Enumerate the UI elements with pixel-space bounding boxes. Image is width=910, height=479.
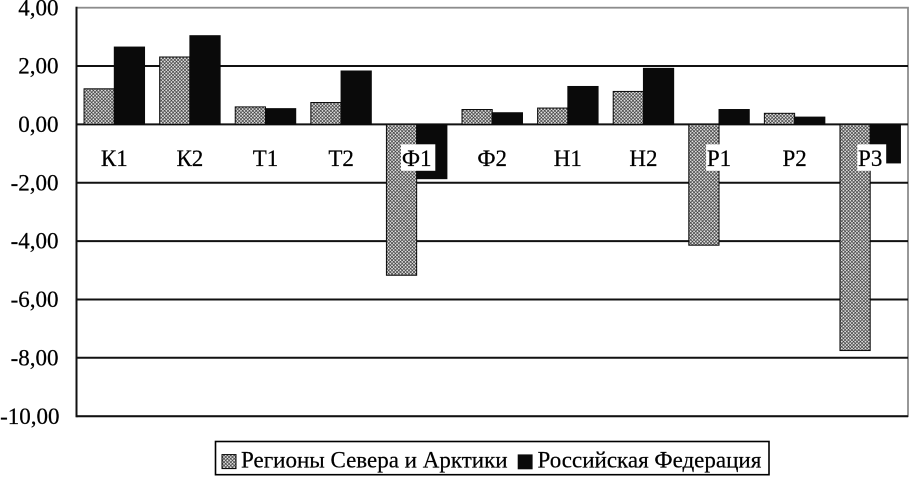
svg-text:0,00: 0,00 (18, 112, 58, 137)
svg-text:Ф2: Ф2 (477, 146, 507, 171)
svg-text:-8,00: -8,00 (11, 345, 59, 370)
svg-text:-6,00: -6,00 (11, 287, 59, 312)
svg-text:Российская Федерация: Российская Федерация (538, 448, 762, 473)
svg-text:-2,00: -2,00 (11, 170, 59, 195)
svg-text:Т1: Т1 (253, 146, 279, 171)
svg-text:К1: К1 (101, 146, 128, 171)
svg-text:Ф1: Ф1 (402, 146, 432, 171)
svg-text:Р2: Р2 (782, 146, 806, 171)
svg-text:4,00: 4,00 (18, 0, 58, 20)
svg-text:Р1: Р1 (707, 146, 731, 171)
svg-text:Регионы Севера и Арктики: Регионы Севера и Арктики (241, 448, 508, 473)
svg-text:-4,00: -4,00 (11, 229, 59, 254)
svg-text:Р3: Р3 (858, 146, 882, 171)
svg-text:Н1: Н1 (554, 146, 582, 171)
svg-text:К2: К2 (176, 146, 203, 171)
svg-text:-10,00: -10,00 (0, 404, 59, 429)
svg-text:Н2: Н2 (629, 146, 657, 171)
svg-text:2,00: 2,00 (18, 54, 58, 79)
svg-text:Т2: Т2 (328, 146, 354, 171)
